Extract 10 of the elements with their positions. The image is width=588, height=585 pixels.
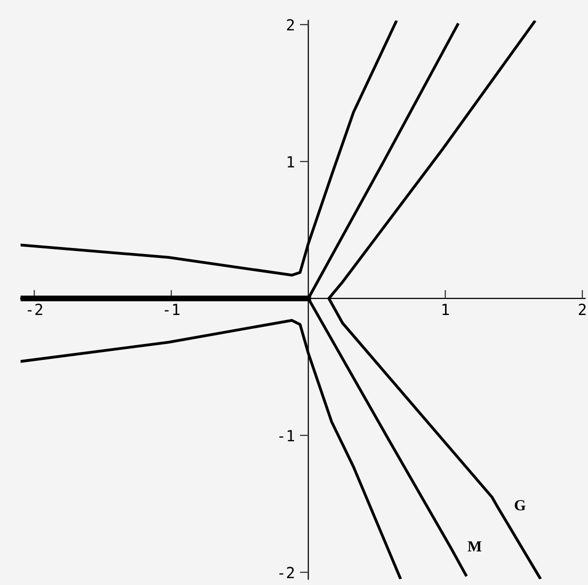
x-tick-label: 2 — [578, 304, 586, 315]
y-tick-label: 1 — [288, 156, 294, 168]
x-tick-label: -2 — [28, 304, 42, 315]
y-tick-label: -2 — [279, 566, 294, 578]
series-label: G — [514, 500, 526, 510]
y-tick-label: -1 — [279, 430, 294, 442]
y-tick-label: 2 — [287, 19, 294, 30]
series-label: M — [468, 541, 482, 552]
x-tick-label: 1 — [442, 304, 449, 315]
x-tick-label: -1 — [164, 304, 180, 315]
